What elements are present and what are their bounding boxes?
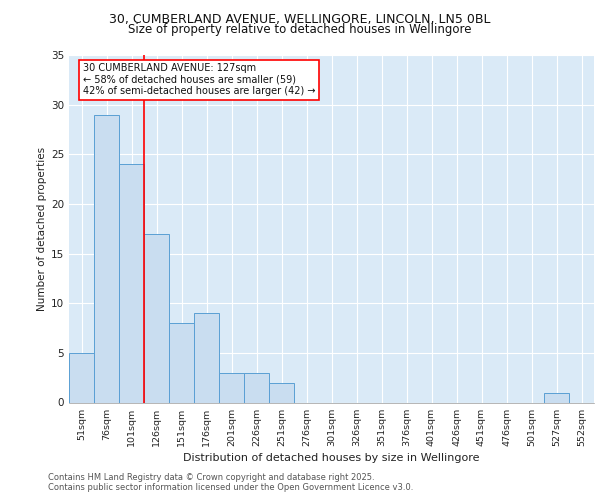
Bar	[69, 353, 94, 403]
Text: 30, CUMBERLAND AVENUE, WELLINGORE, LINCOLN, LN5 0BL: 30, CUMBERLAND AVENUE, WELLINGORE, LINCO…	[109, 12, 491, 26]
Bar	[269, 382, 294, 402]
Text: Contains public sector information licensed under the Open Government Licence v3: Contains public sector information licen…	[48, 484, 413, 492]
Bar	[544, 392, 569, 402]
X-axis label: Distribution of detached houses by size in Wellingore: Distribution of detached houses by size …	[183, 452, 480, 462]
Text: Size of property relative to detached houses in Wellingore: Size of property relative to detached ho…	[128, 22, 472, 36]
Bar	[169, 323, 194, 402]
Bar	[194, 313, 219, 402]
Bar	[144, 234, 169, 402]
Bar	[94, 114, 119, 403]
Text: 30 CUMBERLAND AVENUE: 127sqm
← 58% of detached houses are smaller (59)
42% of se: 30 CUMBERLAND AVENUE: 127sqm ← 58% of de…	[83, 63, 315, 96]
Bar	[119, 164, 144, 402]
Text: Contains HM Land Registry data © Crown copyright and database right 2025.: Contains HM Land Registry data © Crown c…	[48, 472, 374, 482]
Y-axis label: Number of detached properties: Number of detached properties	[37, 146, 47, 311]
Bar	[244, 372, 269, 402]
Bar	[219, 372, 244, 402]
